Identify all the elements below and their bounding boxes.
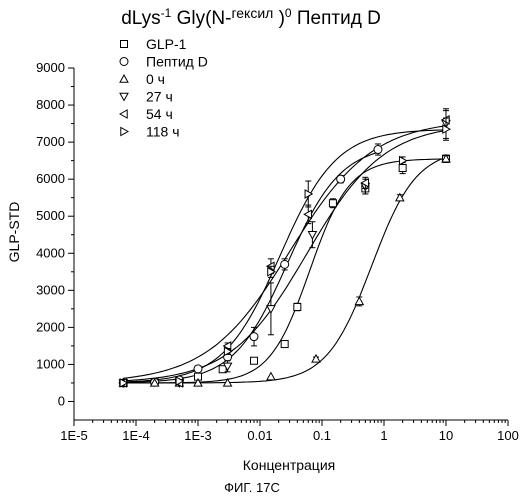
fit-curve-1 [123, 159, 446, 383]
legend-label-2: Пептид D [146, 54, 208, 70]
data-point-series-3 [267, 373, 275, 380]
x-tick-label: 10 [439, 428, 453, 443]
fit-curve-2 [123, 152, 378, 382]
x-axis-label: Концентрация [243, 457, 335, 473]
title-end: Пептид D [292, 8, 381, 29]
y-tick-label: 0 [58, 393, 65, 408]
data-point-series-2 [194, 365, 202, 373]
data-point-series-1 [250, 357, 257, 364]
x-tick-label: 1 [380, 428, 387, 443]
data-point-series-1 [281, 341, 288, 348]
legend-label-5: 54 ч [146, 106, 173, 122]
x-tick-label: 1E-3 [184, 428, 211, 443]
y-tick-label: 9000 [36, 60, 65, 75]
title-superscript-1: -1 [161, 6, 172, 20]
x-tick-label: 1E-4 [122, 428, 149, 443]
title-main: dLys [121, 8, 160, 29]
data-point-series-2 [337, 175, 345, 183]
plot-area: 0 1000 2000 3000 4000 5000 6000 7000 8000 9000 1E-… [36, 60, 519, 443]
title-mid: Gly(N- [171, 8, 231, 29]
y-tick-label: 8000 [36, 97, 65, 112]
data-point-series-2 [281, 260, 289, 268]
y-tick-label: 1000 [36, 356, 65, 371]
chart-title: dLys-1 Gly(N-гексил )0 Пептид D [121, 5, 381, 29]
legend-marker-4 [120, 93, 128, 100]
data-point-series-1 [329, 200, 336, 207]
x-tick-label: 0.01 [247, 428, 272, 443]
legend-label-4: 27 ч [146, 89, 173, 105]
y-tick-label: 5000 [36, 208, 65, 223]
data-point-series-2 [374, 146, 382, 154]
x-tick-label: 1E-5 [60, 428, 87, 443]
legend-label-6: 118 ч [146, 124, 180, 140]
legend: GLP-1 Пептид D0 ч 27 ч54 ч 118 ч [120, 36, 208, 140]
legend-marker-6 [121, 128, 128, 136]
y-axis-label: GLP-STD [6, 202, 22, 263]
legend-marker-1 [121, 41, 128, 48]
x-tick-label: 0.1 [313, 428, 331, 443]
data-point-series-4 [267, 306, 275, 313]
title-close: ) [273, 8, 285, 29]
data-point-series-1 [399, 165, 406, 172]
y-tick-label: 2000 [36, 319, 65, 334]
y-tick-label: 4000 [36, 245, 65, 260]
y-tick-label: 7000 [36, 134, 65, 149]
legend-label-3: 0 ч [146, 71, 165, 87]
figure-caption: ФИГ. 17С [224, 480, 280, 495]
title-small: гексил [231, 5, 273, 21]
legend-marker-2 [120, 58, 128, 66]
data-point-series-2 [250, 333, 258, 341]
x-tick-label: 100 [497, 428, 519, 443]
y-tick-label: 6000 [36, 171, 65, 186]
y-tick-label: 3000 [36, 282, 65, 297]
legend-marker-3 [120, 75, 128, 82]
data-point-series-4 [308, 232, 316, 239]
data-point-series-3 [355, 297, 363, 304]
data-point-series-3 [312, 355, 320, 362]
data-point-series-1 [294, 303, 301, 310]
legend-label-1: GLP-1 [146, 36, 187, 52]
legend-marker-5 [120, 110, 127, 118]
